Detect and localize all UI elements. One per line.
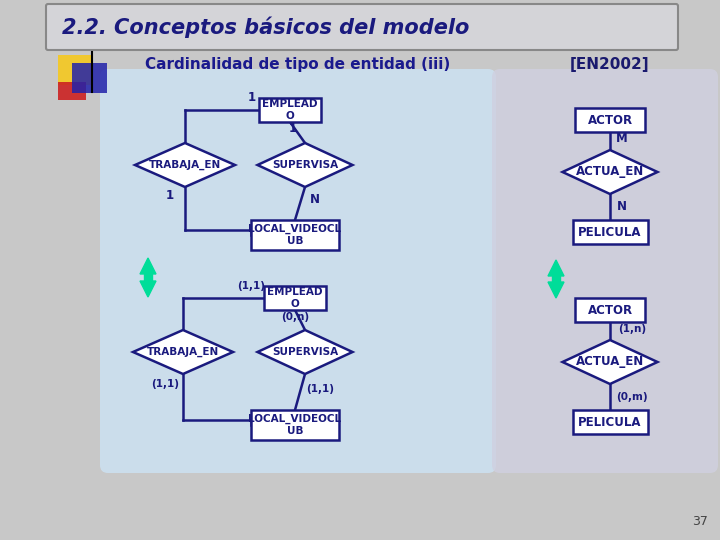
Polygon shape [144, 274, 152, 281]
Text: 1: 1 [289, 122, 297, 135]
Polygon shape [140, 258, 156, 274]
Text: (1,n): (1,n) [618, 324, 646, 334]
Text: ACTOR: ACTOR [588, 303, 633, 316]
Text: TRABAJA_EN: TRABAJA_EN [147, 347, 219, 357]
FancyBboxPatch shape [575, 108, 645, 132]
Text: Cardinalidad de tipo de entidad (iii): Cardinalidad de tipo de entidad (iii) [145, 57, 450, 71]
Text: EMPLEAD
O: EMPLEAD O [262, 99, 318, 121]
FancyBboxPatch shape [58, 82, 86, 100]
Text: LOCAL_VIDEOCL
UB: LOCAL_VIDEOCL UB [248, 224, 341, 246]
FancyBboxPatch shape [46, 4, 678, 50]
Text: SUPERVISA: SUPERVISA [272, 160, 338, 170]
Text: LOCAL_VIDEOCL
UB: LOCAL_VIDEOCL UB [248, 414, 341, 436]
Text: N: N [617, 200, 627, 213]
Polygon shape [552, 276, 560, 282]
Text: N: N [310, 193, 320, 206]
Text: [EN2002]: [EN2002] [570, 57, 649, 71]
FancyBboxPatch shape [572, 220, 647, 244]
Polygon shape [562, 150, 657, 194]
Text: ACTUA_EN: ACTUA_EN [576, 355, 644, 368]
Text: ACTOR: ACTOR [588, 113, 633, 126]
Text: PELICULA: PELICULA [578, 226, 642, 239]
Text: ACTUA_EN: ACTUA_EN [576, 165, 644, 179]
FancyBboxPatch shape [492, 69, 718, 473]
Text: (0,n): (0,n) [281, 312, 309, 322]
Text: 1: 1 [166, 189, 174, 202]
Text: 1: 1 [248, 91, 256, 104]
FancyBboxPatch shape [264, 286, 326, 310]
Text: EMPLEAD
O: EMPLEAD O [267, 287, 323, 309]
Text: PELICULA: PELICULA [578, 415, 642, 429]
FancyBboxPatch shape [575, 298, 645, 322]
FancyBboxPatch shape [251, 220, 339, 250]
Polygon shape [548, 282, 564, 298]
Text: SUPERVISA: SUPERVISA [272, 347, 338, 357]
Text: (1,1): (1,1) [151, 379, 179, 389]
FancyBboxPatch shape [259, 98, 321, 122]
Text: (0,m): (0,m) [616, 392, 648, 402]
Polygon shape [133, 330, 233, 374]
Text: (1,1): (1,1) [306, 384, 334, 394]
Polygon shape [258, 143, 353, 187]
Text: (1,1): (1,1) [237, 281, 265, 291]
FancyBboxPatch shape [72, 63, 107, 93]
FancyBboxPatch shape [100, 69, 496, 473]
Text: TRABAJA_EN: TRABAJA_EN [149, 160, 221, 170]
Polygon shape [548, 260, 564, 276]
FancyBboxPatch shape [572, 410, 647, 434]
FancyBboxPatch shape [251, 410, 339, 440]
Text: 2.2. Conceptos básicos del modelo: 2.2. Conceptos básicos del modelo [62, 16, 469, 38]
Polygon shape [140, 281, 156, 297]
Polygon shape [258, 330, 353, 374]
Polygon shape [135, 143, 235, 187]
Text: M: M [616, 132, 628, 145]
FancyBboxPatch shape [58, 55, 91, 85]
Polygon shape [562, 340, 657, 384]
Text: 37: 37 [692, 515, 708, 528]
